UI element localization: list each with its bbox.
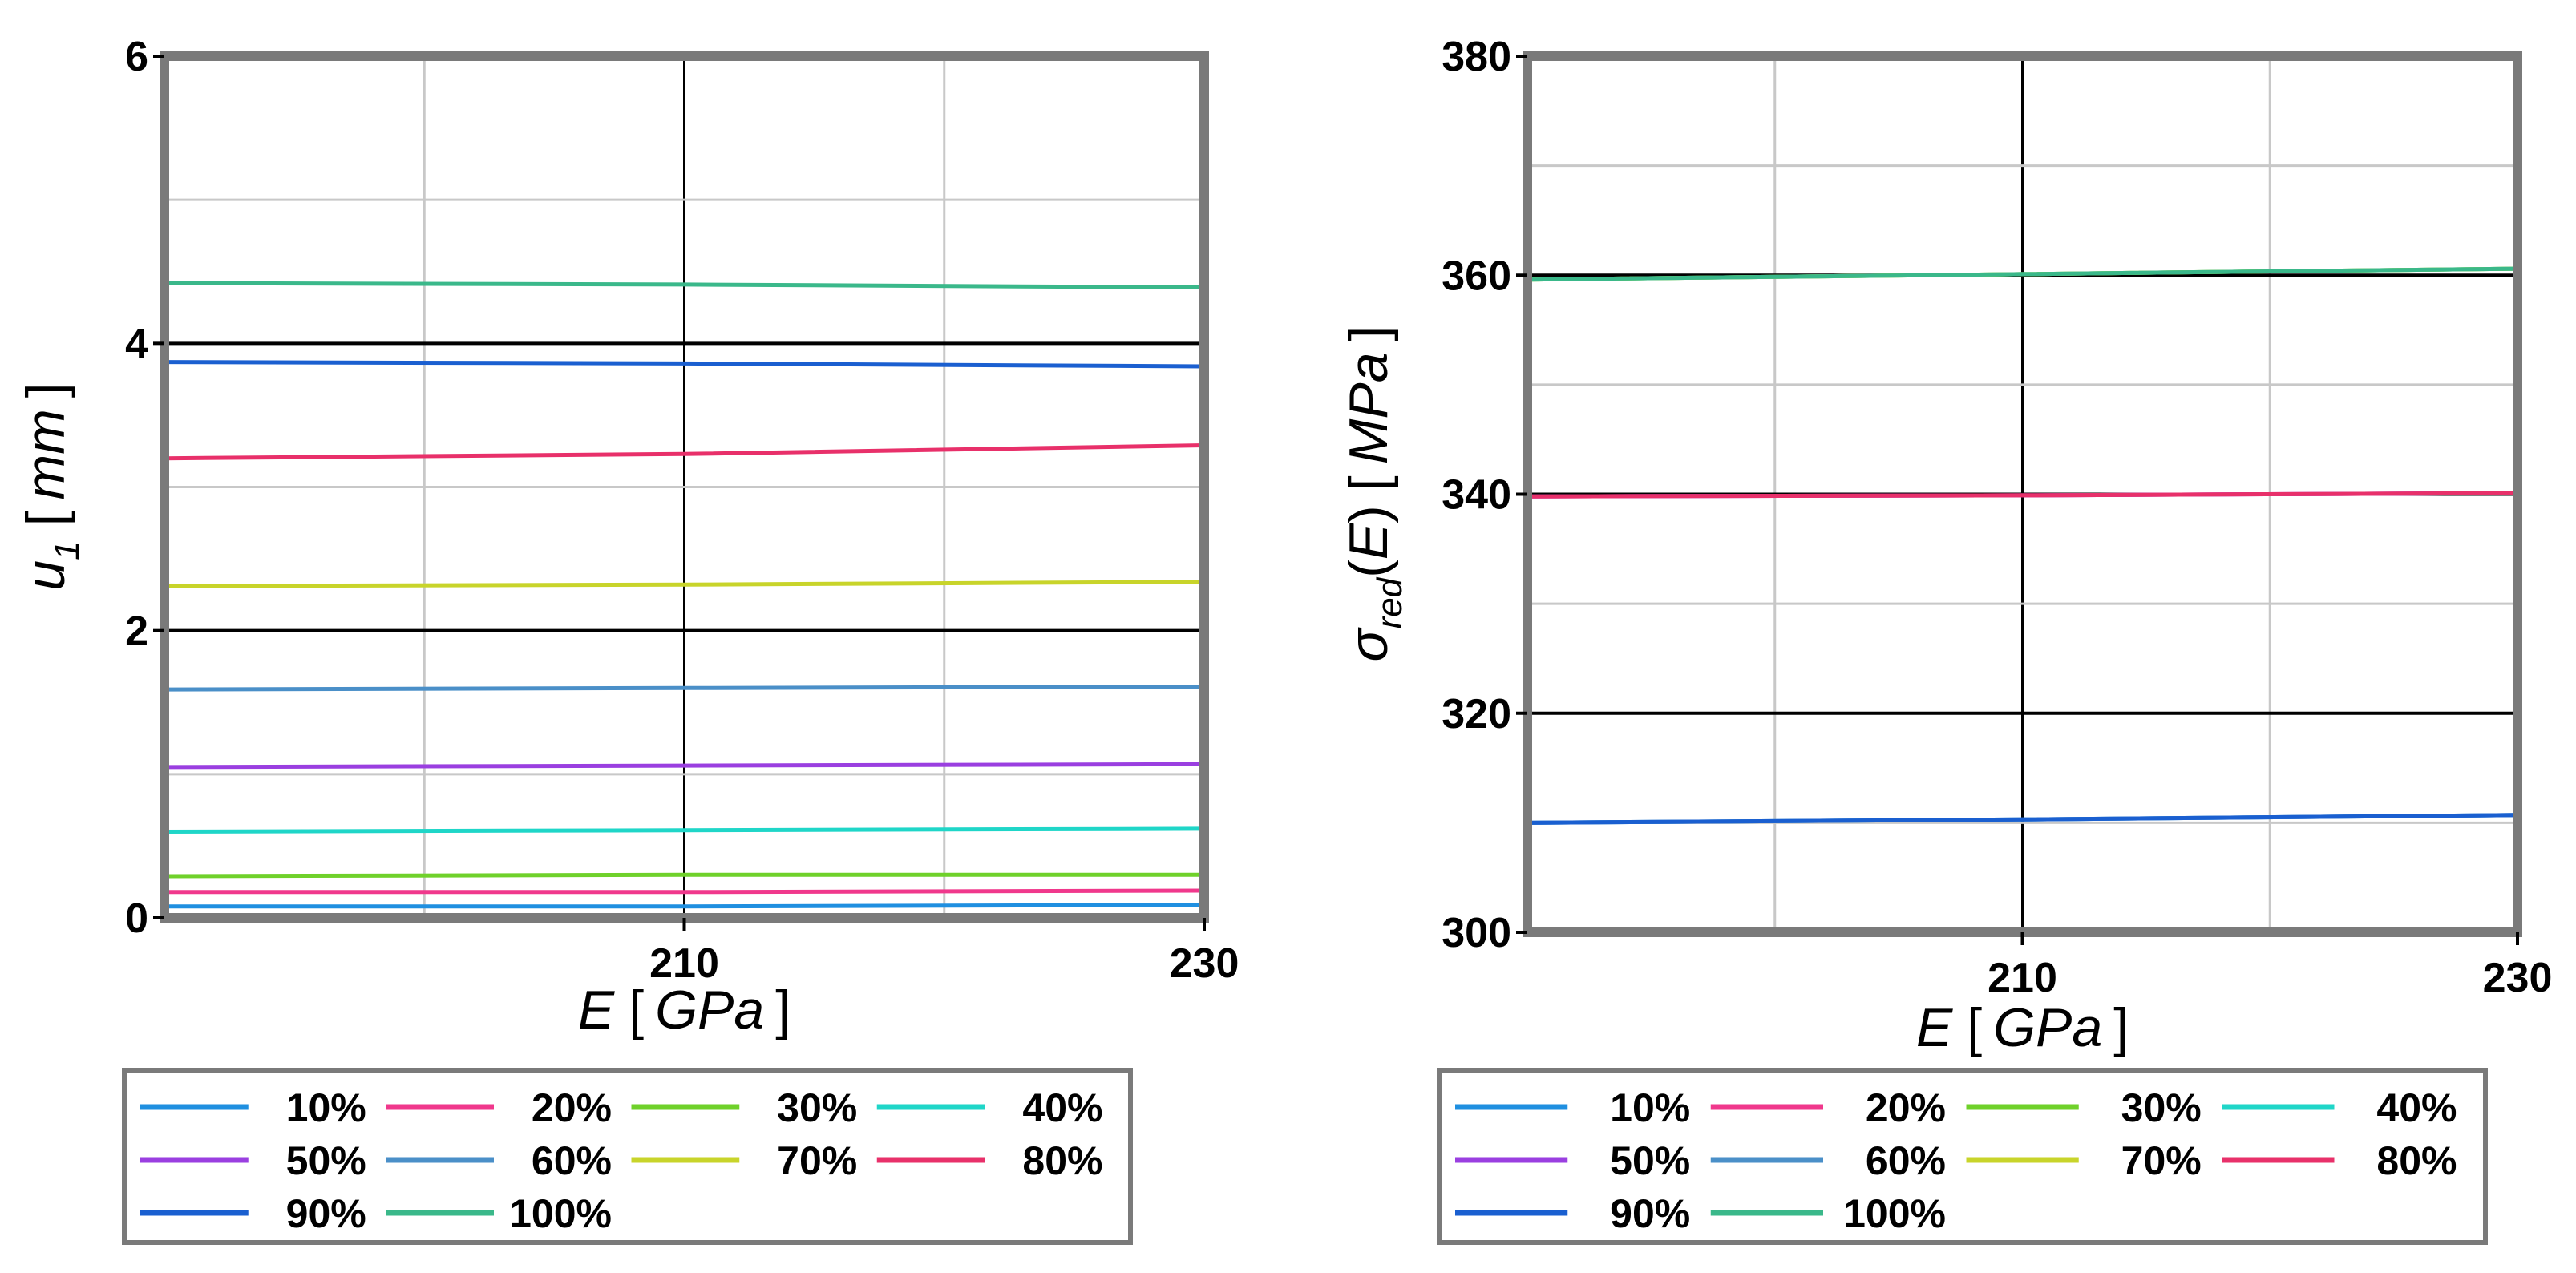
y-axis-label: u1 [ mm] [15, 382, 87, 590]
series-line-40pct [164, 826, 1205, 834]
legend-label-90pct: 90% [1610, 1191, 1690, 1236]
y-axis-unit: mm [15, 409, 76, 499]
x-axis-label: E[GPa] [578, 980, 791, 1041]
series-line-90pct [164, 360, 1205, 369]
y-tick-label: 300 [1442, 910, 1511, 956]
legend-label-80pct: 80% [1022, 1138, 1102, 1183]
x-axis-label: E[GPa] [1916, 997, 2129, 1058]
legend-frame [1437, 1068, 2488, 1245]
y-tick-label: 320 [1442, 691, 1511, 738]
legend: 10% 20% 30% 40% 50% 60% 70% 80% 90% 100% [1437, 1068, 2488, 1245]
x-tick-label: 210 [1988, 955, 2057, 1001]
y-tick-label: 4 [125, 321, 148, 367]
legend-label-60pct: 60% [1866, 1138, 1946, 1183]
legend-label-50pct: 50% [1610, 1138, 1690, 1183]
x-axis-unit: GPa [655, 980, 764, 1041]
legend: 10% 20% 30% 40% 50% 60% 70% 80% 90% 100% [122, 1068, 1133, 1245]
y-tick-label: 0 [125, 895, 148, 942]
x-axis-symbol: E [578, 980, 615, 1041]
legend-label-40pct: 40% [2376, 1085, 2457, 1130]
y-axis-symbol: σ [1338, 626, 1399, 661]
y-axis-bracket-open: [ [15, 511, 76, 526]
x-tick-label: 210 [649, 940, 719, 987]
legend-label-20pct: 20% [1866, 1085, 1946, 1130]
y-axis-paren-close: ) [1338, 505, 1399, 523]
legend-label-40pct: 40% [1022, 1085, 1102, 1130]
y-axis-subscript: 1 [47, 540, 87, 560]
legend-label-30pct: 30% [2121, 1085, 2202, 1130]
x-axis-bracket-open: [ [1967, 997, 1982, 1058]
series-line-80pct [1527, 491, 2518, 499]
series-line-80pct [164, 443, 1205, 461]
x-axis-bracket-open: [ [629, 980, 644, 1041]
x-axis-bracket-close: ] [775, 980, 791, 1041]
series-line-70pct [164, 580, 1205, 588]
legend-label-100pct: 100% [509, 1191, 612, 1236]
legend-label-50pct: 50% [286, 1138, 366, 1183]
y-tick-label: 2 [125, 608, 148, 655]
y-axis-symbol: u [15, 560, 76, 591]
series-line-10pct [164, 903, 1205, 909]
series-line-100pct [1527, 266, 2518, 282]
legend-frame [122, 1068, 1133, 1245]
x-axis-unit: GPa [1993, 997, 2102, 1058]
legend-label-70pct: 70% [2121, 1138, 2202, 1183]
y-tick-label: 6 [125, 34, 148, 80]
legend-label-10pct: 10% [286, 1085, 366, 1130]
y-axis-paren-open: ( [1338, 560, 1399, 578]
series-line-60pct [164, 685, 1205, 692]
x-axis-bracket-close: ] [2113, 997, 2129, 1058]
legend-label-70pct: 70% [777, 1138, 857, 1183]
legend-label-20pct: 20% [532, 1085, 612, 1130]
legend-label-80pct: 80% [2376, 1138, 2457, 1183]
series-line-90pct [1527, 813, 2518, 825]
y-axis-bracket-open: [ [1338, 475, 1399, 491]
y-axis-unit: MPa [1338, 352, 1399, 464]
series-line-20pct [164, 888, 1205, 895]
x-axis-symbol: E [1916, 997, 1953, 1058]
y-tick-label: 380 [1442, 34, 1511, 80]
y-axis-subscript: red [1370, 576, 1409, 628]
legend-label-60pct: 60% [532, 1138, 612, 1183]
legend-label-90pct: 90% [286, 1191, 366, 1236]
y-axis-label: σred(E) [ MPa] [1338, 326, 1409, 662]
series-line-50pct [164, 762, 1205, 770]
x-tick-label: 230 [2483, 955, 2553, 1001]
y-axis-argument: E [1338, 523, 1399, 560]
legend-label-10pct: 10% [1610, 1085, 1690, 1130]
y-tick-label: 360 [1442, 253, 1511, 299]
x-tick-label: 230 [1170, 940, 1239, 987]
y-tick-label: 340 [1442, 472, 1511, 519]
legend-label-100pct: 100% [1843, 1191, 1946, 1236]
legend-label-30pct: 30% [777, 1085, 857, 1130]
y-axis-bracket-close: ] [1338, 326, 1399, 341]
series-line-100pct [164, 281, 1205, 289]
y-axis-bracket-close: ] [15, 382, 76, 398]
series-line-30pct [164, 872, 1204, 879]
